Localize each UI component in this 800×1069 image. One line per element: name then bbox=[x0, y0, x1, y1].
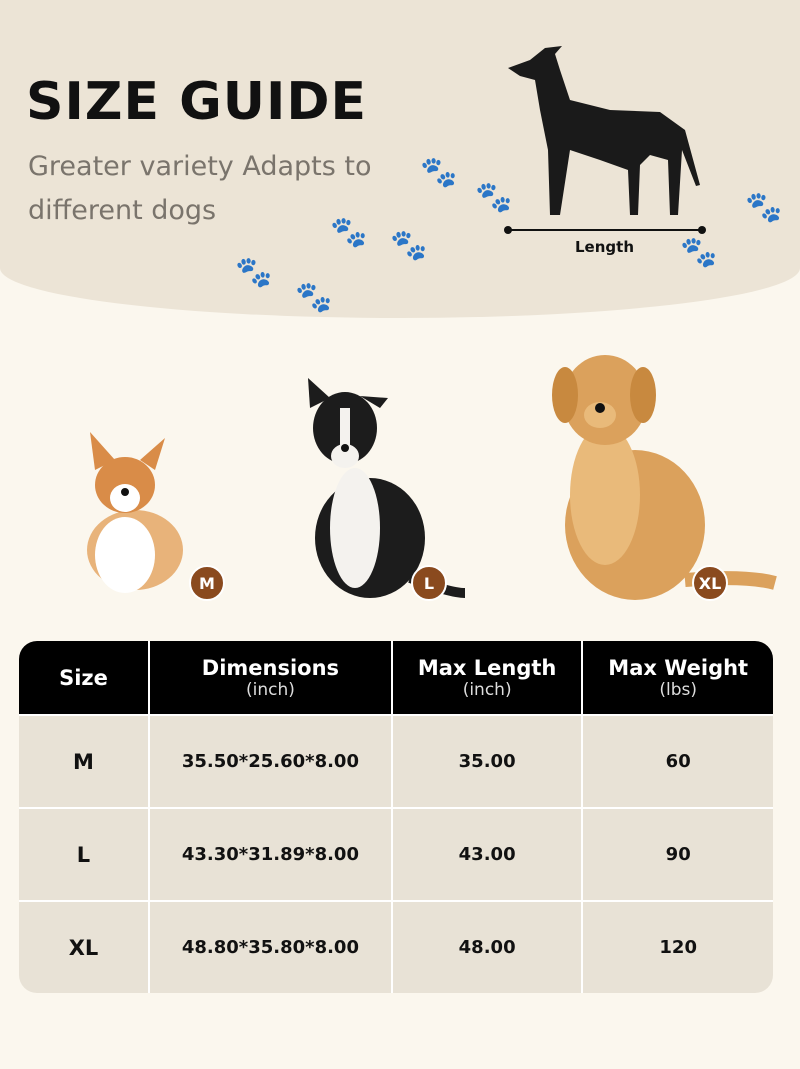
header-label: Dimensions bbox=[201, 655, 340, 680]
paw-icon: 🐾 bbox=[680, 235, 718, 270]
paw-icon: 🐾 bbox=[475, 180, 513, 215]
paw-icon: 🐾 bbox=[420, 155, 458, 190]
paw-icon: 🐾 bbox=[745, 190, 783, 225]
corgi-image bbox=[87, 432, 183, 593]
header-unit: (inch) bbox=[245, 679, 295, 700]
table-row: M 35.50*25.60*8.00 35.00 60 bbox=[19, 714, 773, 807]
size-badge-xl: XL bbox=[692, 565, 728, 601]
header-label: Size bbox=[59, 665, 108, 690]
cell-size: L bbox=[19, 807, 150, 900]
paw-icon: 🐾 bbox=[330, 215, 368, 250]
cell-max-length: 48.00 bbox=[392, 900, 584, 993]
cell-max-weight: 60 bbox=[583, 714, 773, 807]
header-unit: (inch) bbox=[462, 679, 512, 700]
cell-size: XL bbox=[19, 900, 150, 993]
table-header-row: Size Dimensions (inch) Max Length (inch) M… bbox=[19, 641, 773, 714]
table-row: XL 48.80*35.80*8.00 48.00 120 bbox=[19, 900, 773, 993]
table-row: L 43.30*31.89*8.00 43.00 90 bbox=[19, 807, 773, 900]
paw-icon: 🐾 bbox=[390, 228, 428, 263]
header-label: Max Weight bbox=[608, 655, 749, 680]
cell-max-length: 35.00 bbox=[392, 714, 584, 807]
header-max-length: Max Length (inch) bbox=[392, 641, 584, 714]
cell-dimensions: 35.50*25.60*8.00 bbox=[150, 714, 393, 807]
cell-max-length: 43.00 bbox=[392, 807, 584, 900]
paw-icon: 🐾 bbox=[295, 280, 333, 315]
header-unit: (lbs) bbox=[659, 679, 698, 700]
golden-retriever-image bbox=[552, 355, 777, 600]
cell-max-weight: 120 bbox=[583, 900, 773, 993]
cell-size: M bbox=[19, 714, 150, 807]
paw-icon: 🐾 bbox=[235, 255, 273, 290]
size-badge-l: L bbox=[411, 565, 447, 601]
length-label: Length bbox=[575, 238, 634, 256]
header-dimensions: Dimensions (inch) bbox=[150, 641, 393, 714]
header-label: Max Length bbox=[417, 655, 557, 680]
page-title: SIZE GUIDE bbox=[26, 72, 368, 132]
length-indicator bbox=[504, 226, 706, 234]
size-table: Size Dimensions (inch) Max Length (inch) M… bbox=[19, 641, 773, 993]
size-badge-m: M bbox=[189, 565, 225, 601]
header-max-weight: Max Weight (lbs) bbox=[583, 641, 773, 714]
border-collie-image bbox=[308, 378, 466, 598]
cell-dimensions: 48.80*35.80*8.00 bbox=[150, 900, 393, 993]
subtitle: Greater variety Adapts to different dogs bbox=[28, 151, 372, 226]
cell-dimensions: 43.30*31.89*8.00 bbox=[150, 807, 393, 900]
cell-max-weight: 90 bbox=[583, 807, 773, 900]
header-size: Size bbox=[19, 641, 150, 714]
greyhound-silhouette-icon bbox=[508, 46, 700, 215]
